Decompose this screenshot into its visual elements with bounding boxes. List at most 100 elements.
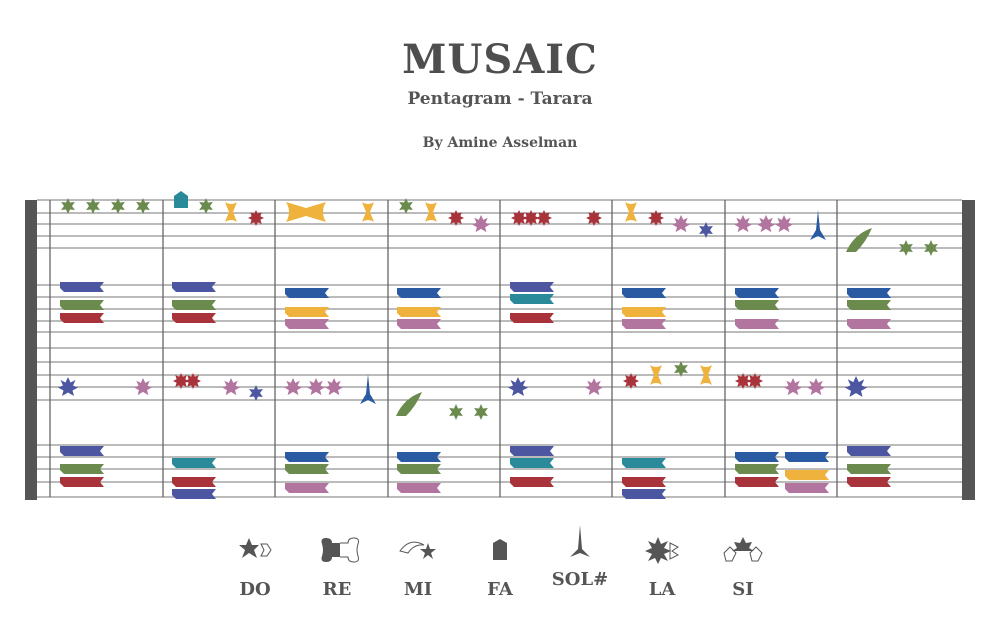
chord-bar bbox=[735, 452, 779, 462]
maple-note bbox=[307, 378, 325, 396]
right-end-bar bbox=[962, 200, 975, 500]
chord-bar bbox=[622, 319, 666, 329]
chord-bar bbox=[785, 452, 829, 462]
maple-note bbox=[585, 378, 603, 396]
splat-note bbox=[511, 210, 527, 226]
re-bone-icon bbox=[321, 537, 359, 563]
chord-bar bbox=[397, 288, 441, 298]
maple-note bbox=[325, 378, 343, 396]
legend-item-do: DO bbox=[215, 535, 295, 600]
pentagon-note bbox=[174, 191, 188, 208]
chord-bar bbox=[397, 483, 441, 493]
barlines bbox=[25, 200, 975, 500]
chord-bar bbox=[847, 288, 891, 298]
bone-note bbox=[650, 365, 662, 385]
star-note bbox=[899, 240, 913, 256]
chord-bar bbox=[735, 300, 779, 310]
splat-note bbox=[735, 373, 751, 389]
left-end-bar bbox=[25, 200, 37, 500]
chord-bar bbox=[735, 477, 779, 487]
star-note bbox=[111, 198, 125, 214]
notes bbox=[58, 191, 938, 499]
star-note bbox=[399, 198, 413, 214]
chord-bar bbox=[285, 464, 329, 474]
chord-bar bbox=[60, 282, 104, 292]
chord-bar bbox=[622, 307, 666, 317]
legend-label-re: RE bbox=[322, 579, 352, 600]
chord-bar bbox=[735, 319, 779, 329]
chord-bar bbox=[510, 294, 554, 304]
maple-note bbox=[284, 378, 302, 396]
chord-bar bbox=[172, 300, 216, 310]
chord-bar bbox=[510, 458, 554, 468]
legend-item-la: LA bbox=[622, 535, 702, 600]
chord-bar bbox=[785, 470, 829, 480]
splat-note bbox=[185, 373, 201, 389]
maple-note bbox=[784, 378, 802, 396]
maple-note bbox=[134, 378, 152, 396]
maple-note bbox=[508, 377, 528, 396]
splat-note bbox=[747, 373, 763, 389]
maple-note bbox=[58, 377, 78, 396]
maple-note bbox=[672, 215, 690, 233]
chord-bar bbox=[60, 446, 104, 456]
chord-bar bbox=[285, 288, 329, 298]
legend-label-fa: FA bbox=[487, 579, 513, 600]
do-star-icon bbox=[239, 538, 272, 558]
bone-note bbox=[625, 202, 637, 222]
chord-bar bbox=[847, 300, 891, 310]
bone-note bbox=[225, 202, 237, 222]
legend-label-do: DO bbox=[239, 579, 271, 600]
chord-bar bbox=[60, 300, 104, 310]
maple-note bbox=[222, 378, 240, 396]
splat-note bbox=[523, 210, 539, 226]
chord-bar bbox=[60, 477, 104, 487]
maple-note bbox=[807, 378, 825, 396]
chord-bar bbox=[510, 313, 554, 323]
chord-bar bbox=[510, 282, 554, 292]
chord-bar bbox=[285, 483, 329, 493]
chord-bar bbox=[172, 477, 216, 487]
bone-note bbox=[286, 202, 326, 222]
star-note bbox=[699, 222, 713, 238]
splat-note bbox=[536, 210, 552, 226]
chord-bar bbox=[785, 483, 829, 493]
legend-item-fa: FA bbox=[460, 535, 540, 600]
splat-note bbox=[623, 373, 639, 389]
star-note bbox=[199, 198, 213, 214]
star-note bbox=[474, 404, 488, 420]
maple-note bbox=[845, 376, 867, 397]
splat-note bbox=[586, 210, 602, 226]
legend-label-si: SI bbox=[732, 579, 754, 600]
spike-note bbox=[360, 374, 376, 404]
legend-item-re: RE bbox=[297, 535, 377, 600]
chord-bar bbox=[735, 464, 779, 474]
chord-bar bbox=[847, 319, 891, 329]
chord-bar bbox=[60, 313, 104, 323]
legend-item-mi: MI bbox=[378, 535, 458, 600]
legend-item-si: SI bbox=[703, 535, 783, 600]
chord-bar bbox=[622, 458, 666, 468]
spike-note bbox=[810, 210, 826, 240]
page-subtitle: Pentagram - Tarara bbox=[407, 89, 593, 109]
chord-bar bbox=[172, 489, 216, 499]
bone-note bbox=[362, 202, 374, 222]
legend-label-sol: SOL# bbox=[551, 569, 609, 590]
chord-bar bbox=[847, 446, 891, 456]
splat-note bbox=[448, 210, 464, 226]
maple-note bbox=[472, 215, 490, 233]
star-note bbox=[924, 240, 938, 256]
legend-label-la: LA bbox=[648, 579, 676, 600]
si-leaf-icon bbox=[723, 537, 763, 562]
sol-sharp-spike-icon bbox=[570, 525, 590, 557]
chord-bar bbox=[172, 313, 216, 323]
chord-bar bbox=[172, 458, 216, 468]
maple-note bbox=[775, 215, 793, 233]
legend-item-sol: SOL# bbox=[540, 525, 620, 590]
crescent-note bbox=[846, 228, 872, 252]
chord-bar bbox=[622, 477, 666, 487]
chord-bar bbox=[397, 307, 441, 317]
splat-note bbox=[173, 373, 189, 389]
crescent-note bbox=[396, 392, 422, 416]
